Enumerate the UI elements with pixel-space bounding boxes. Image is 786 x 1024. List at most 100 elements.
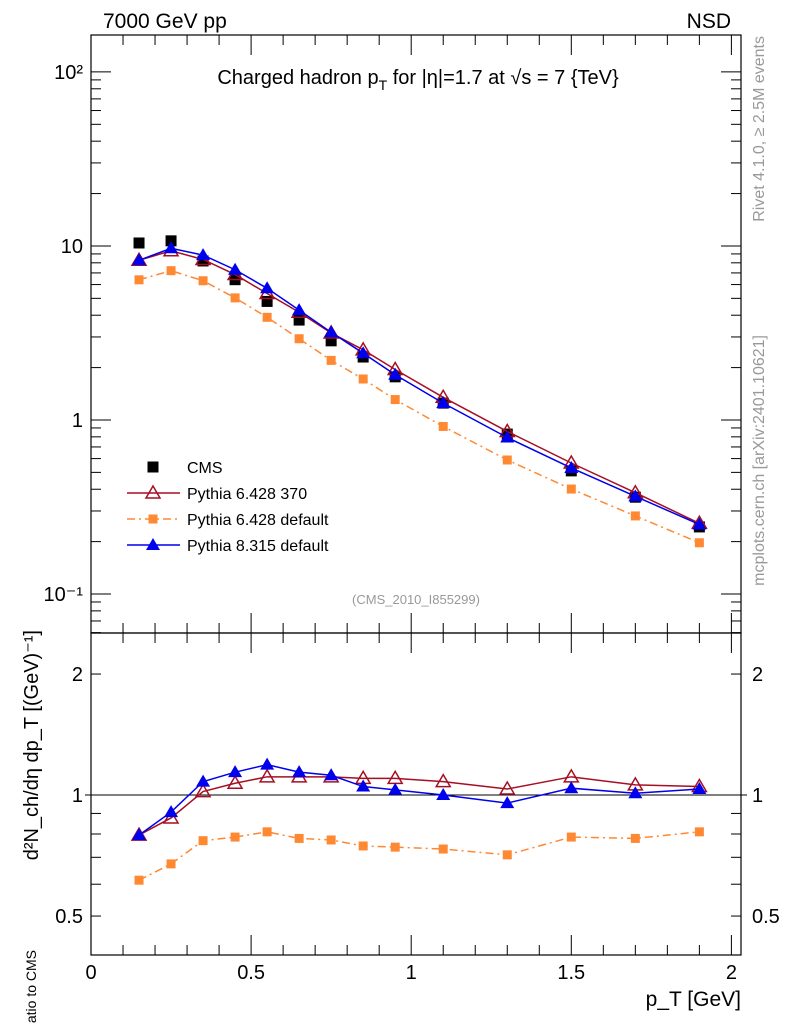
- main-point-cms: [197, 255, 209, 267]
- ratio-y-axis-label: Ratio to CMS: [23, 950, 39, 1024]
- legend-marker-pythia-6-428-default: [148, 514, 158, 524]
- main-y-tick-label: 1: [72, 410, 83, 432]
- ratio-point-pythia-6-428-default: [294, 833, 304, 843]
- ratio-y-tick-label-right: 2: [752, 664, 763, 686]
- main-point-pythia-8-315-default: [196, 248, 211, 261]
- ratio-y-tick-label: 0.5: [55, 906, 83, 928]
- main-point-pythia-8-315-default: [692, 517, 707, 530]
- main-point-pythia-8-315-default: [260, 281, 275, 294]
- rivet-version-label: Rivet 4.1.0, ≥ 2.5M events: [751, 36, 768, 222]
- main-point-pythia-8-315-default: [132, 253, 147, 266]
- main-point-pythia-6-428-default: [166, 266, 176, 276]
- main-point-pythia-8-315-default: [388, 367, 403, 380]
- legend-marker-pythia-8-315-default: [146, 538, 160, 550]
- ratio-point-pythia-8-315-default: [132, 828, 147, 841]
- ratio-point-pythia-6-428-default: [630, 833, 640, 843]
- main-point-pythia-6-428-default: [390, 395, 400, 405]
- main-point-pythia-8-315-default: [356, 346, 371, 359]
- ratio-point-pythia-8-315-default: [292, 765, 307, 778]
- main-y-tick-label: 10²: [54, 62, 83, 84]
- legend-marker-cms: [147, 461, 159, 473]
- ratio-y-tick-label-right: 0.5: [752, 906, 780, 928]
- main-point-cms: [165, 235, 177, 247]
- ratio-point-pythia-6-428-default: [390, 842, 400, 852]
- ratio-point-pythia-6-428-default: [694, 827, 704, 837]
- ratio-point-pythia-8-315-default: [260, 757, 275, 770]
- x-tick-label: 0.5: [237, 962, 265, 984]
- ratio-point-pythia-8-315-default: [436, 788, 451, 801]
- legend: CMS Pythia 6.428 370 Pythia 6.428 default P…: [127, 460, 329, 555]
- ratio-line-pythia-6-428-default: [138, 831, 700, 881]
- ratio-point-pythia-6-428-default: [198, 836, 208, 846]
- main-line-pythia-6-428-default: [138, 269, 700, 544]
- main-point-cms: [261, 295, 273, 307]
- ratio-point-pythia-6-428-370: [434, 773, 452, 788]
- legend-label-cms: CMS: [187, 460, 223, 477]
- main-point-pythia-6-428-default: [134, 275, 144, 285]
- ratio-point-pythia-6-428-370: [226, 774, 244, 789]
- legend-label-pythia-6-428-default: Pythia 6.428 default: [187, 512, 329, 529]
- legend-label-pythia-8-315-default: Pythia 8.315 default: [187, 538, 329, 555]
- main-point-cms: [133, 237, 145, 249]
- ratio-line-pythia-8-315-default: [138, 763, 700, 836]
- ratio-point-pythia-8-315-default: [356, 779, 371, 792]
- ratio-point-pythia-6-428-370: [498, 780, 516, 795]
- legend-marker-pythia-6-428-370: [144, 484, 162, 499]
- ratio-point-pythia-8-315-default: [324, 768, 339, 781]
- main-point-pythia-8-315-default: [628, 489, 643, 502]
- ratio-point-pythia-6-428-370: [386, 769, 404, 785]
- ratio-point-pythia-6-428-default: [230, 832, 240, 842]
- main-point-pythia-6-428-default: [502, 455, 512, 465]
- ratio-point-pythia-6-428-default: [166, 859, 176, 869]
- main-line-pythia-6-428-370: [138, 250, 700, 524]
- main-point-pythia-6-428-default: [294, 334, 304, 344]
- ratio-point-pythia-6-428-default: [502, 850, 512, 860]
- ratio-panel: 2 2 1 1 0.5 0.5 0 0.5 1 1.5 2: [55, 632, 780, 984]
- chart-title: Charged hadron pT for |η|=1.7 at √s = 7 …: [217, 67, 619, 93]
- ratio-point-pythia-6-428-default: [326, 835, 336, 845]
- ratio-point-pythia-8-315-default: [196, 774, 211, 787]
- main-point-pythia-6-428-default: [694, 538, 704, 548]
- main-point-pythia-6-428-default: [566, 484, 576, 494]
- legend-label-pythia-6-428-370: Pythia 6.428 370: [187, 486, 307, 503]
- x-axis-label: p_T [GeV]: [646, 988, 741, 1011]
- ratio-point-pythia-6-428-370: [194, 783, 212, 798]
- mcplots-label: mcplots.cern.ch [arXiv:2401.10621]: [751, 335, 768, 586]
- ratio-y-tick-label-right: 1: [752, 785, 763, 807]
- header-right: NSD: [687, 10, 731, 33]
- ratio-point-pythia-8-315-default: [692, 782, 707, 795]
- ratio-point-pythia-8-315-default: [228, 765, 243, 778]
- main-point-cms: [293, 314, 305, 326]
- header-left: 7000 GeV pp: [103, 10, 227, 33]
- main-point-pythia-8-315-default: [292, 303, 307, 316]
- main-point-pythia-8-315-default: [436, 396, 451, 409]
- ratio-point-pythia-6-428-default: [262, 827, 272, 837]
- ratio-y-tick-label: 1: [72, 785, 83, 807]
- main-panel: 10² 10 1 10⁻¹: [44, 34, 742, 634]
- ratio-point-pythia-8-315-default: [388, 782, 403, 795]
- main-point-pythia-6-428-default: [630, 511, 640, 521]
- ratio-point-pythia-8-315-default: [628, 786, 643, 799]
- ratio-point-pythia-8-315-default: [564, 781, 579, 794]
- main-point-pythia-6-428-default: [438, 421, 448, 431]
- main-point-pythia-8-315-default: [324, 325, 339, 338]
- main-point-cms: [325, 335, 337, 347]
- main-y-tick-label: 10: [61, 236, 83, 258]
- x-tick-label: 1.5: [557, 962, 585, 984]
- main-point-pythia-6-428-default: [230, 293, 240, 303]
- main-point-pythia-6-428-default: [326, 355, 336, 365]
- x-tick-label: 2: [726, 962, 737, 984]
- ratio-frame: [90, 632, 742, 956]
- ratio-point-pythia-6-428-default: [134, 875, 144, 885]
- y-axis-label: d²N_ch/dη dp_T [(GeV)⁻¹]: [21, 630, 43, 860]
- ratio-point-pythia-8-315-default: [500, 796, 515, 809]
- main-point-pythia-6-428-default: [198, 276, 208, 286]
- ratio-line-pythia-6-428-370: [138, 776, 700, 836]
- ratio-point-pythia-6-428-370: [258, 768, 276, 783]
- main-point-pythia-8-315-default: [500, 430, 515, 443]
- main-point-pythia-6-428-default: [262, 312, 272, 322]
- ratio-point-pythia-6-428-default: [438, 844, 448, 854]
- main-point-pythia-8-315-default: [164, 241, 179, 254]
